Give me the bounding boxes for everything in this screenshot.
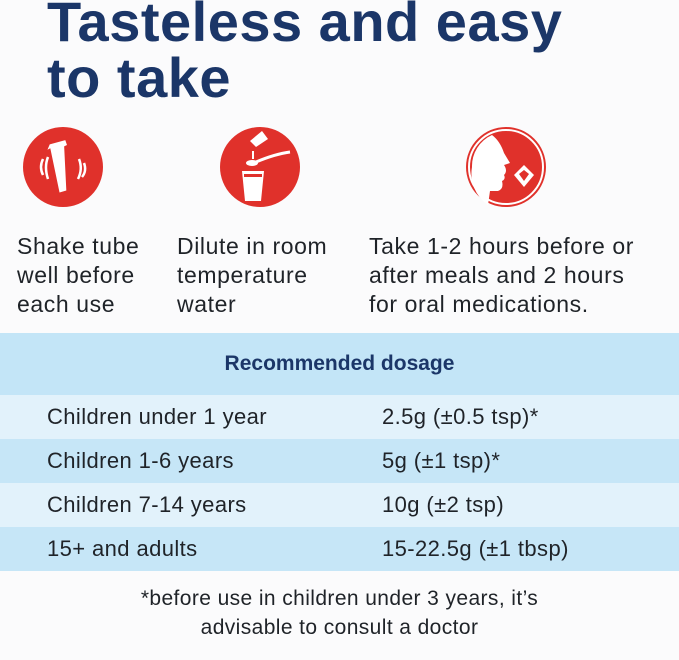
title-line: Tasteless and easy — [47, 0, 563, 53]
step-timing: Take 1-2 hours before or after meals and… — [369, 232, 634, 319]
dose: 10g (±2 tsp) — [382, 492, 505, 517]
step-shake: Shake tube well before each use — [17, 232, 139, 319]
dose: 2.5g (±0.5 tsp)* — [382, 404, 539, 429]
age-group: Children 7-14 years — [47, 492, 247, 517]
shaking-tube-icon — [23, 127, 103, 207]
step-dilute: Dilute in room temperature water — [177, 232, 327, 319]
table-row: Children 7-14 years 10g (±2 tsp) — [0, 483, 679, 527]
step-line: for oral medications. — [369, 291, 589, 317]
step-line: Take 1-2 hours before or — [369, 233, 634, 259]
table-row: Children under 1 year 2.5g (±0.5 tsp)* — [0, 395, 679, 439]
footnote-line: advisable to consult a doctor — [200, 616, 479, 639]
table-row: 15+ and adults 15-22.5g (±1 tbsp) — [0, 527, 679, 571]
step-line: Shake tube — [17, 233, 140, 259]
step-line: temperature — [177, 262, 308, 288]
step-line: Dilute in room — [177, 233, 328, 259]
dosage-table-header: Recommended dosage — [0, 333, 679, 395]
step-line: well before — [17, 262, 135, 288]
person-taking-dose-icon — [466, 127, 546, 207]
step-line: after meals and 2 hours — [369, 262, 625, 288]
age-group: Children 1-6 years — [47, 448, 234, 473]
dosage-table: Recommended dosage Children under 1 year… — [0, 333, 679, 571]
table-row: Children 1-6 years 5g (±1 tsp)* — [0, 439, 679, 483]
age-group: Children under 1 year — [47, 404, 267, 429]
step-line: water — [177, 291, 237, 317]
step-line: each use — [17, 291, 116, 317]
footnote: *before use in children under 3 years, i… — [0, 584, 679, 642]
dose: 15-22.5g (±1 tbsp) — [382, 536, 569, 561]
age-group: 15+ and adults — [47, 536, 198, 561]
title-line: to take — [47, 46, 231, 109]
spoon-into-glass-icon — [220, 127, 300, 207]
footnote-line: *before use in children under 3 years, i… — [140, 587, 539, 610]
page-title: Tasteless and easy to take — [47, 0, 562, 106]
dose: 5g (±1 tsp)* — [382, 448, 501, 473]
